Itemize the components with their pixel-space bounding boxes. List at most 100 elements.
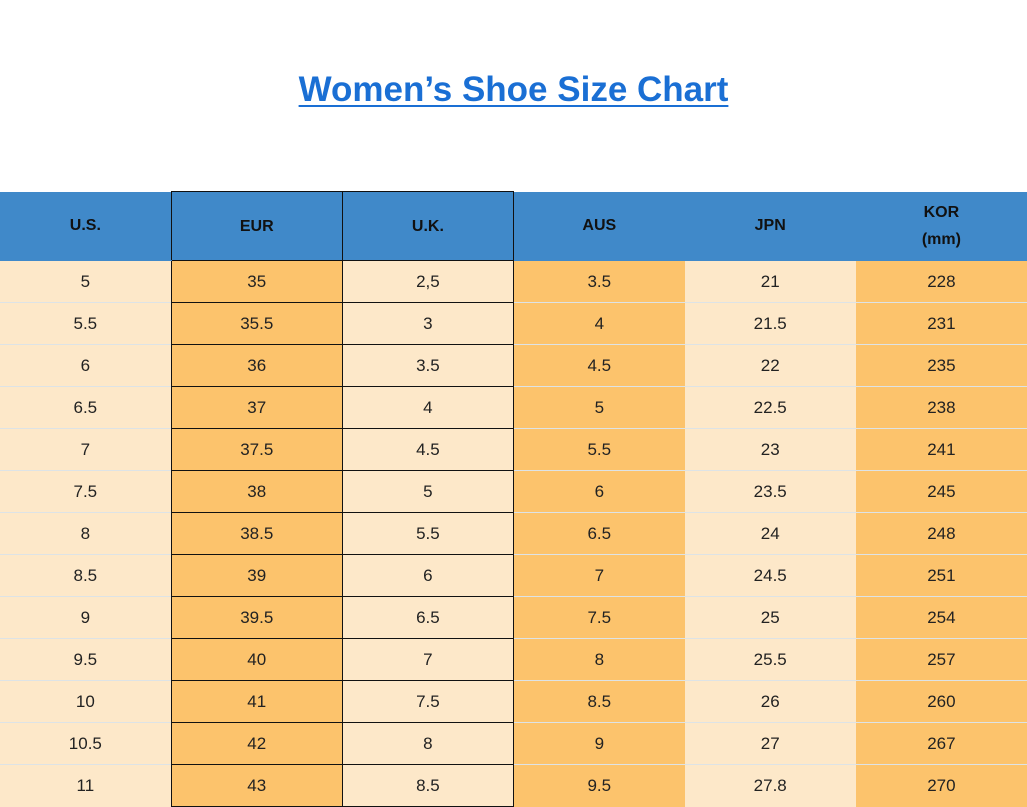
- column-header: JPN: [684, 191, 856, 261]
- table-cell: 27.8: [684, 764, 856, 807]
- table-cell: 254: [855, 596, 1027, 639]
- page-title: Women’s Shoe Size Chart: [298, 70, 729, 109]
- table-cell: 39: [170, 554, 343, 597]
- table-row: 11 43 8.5 9.5 27.8 270: [0, 764, 1027, 807]
- table-cell: 7.5: [341, 680, 514, 723]
- table-row: 9.5 40 7 8 25.5 257: [0, 638, 1027, 681]
- table-cell: 3.5: [513, 260, 685, 303]
- table-cell: 9: [513, 722, 685, 765]
- table-cell: 6: [513, 470, 685, 513]
- table-cell: 9.5: [513, 764, 685, 807]
- column-header: AUS: [513, 191, 685, 261]
- table-cell: 24.5: [684, 554, 856, 597]
- table-row: 7.5 38 5 6 23.5 245: [0, 470, 1027, 513]
- table-cell: 5: [341, 470, 514, 513]
- header-row: U.S. EUR U.K. AUS JPN KOR (mm): [0, 191, 1027, 261]
- table-cell: 38.5: [170, 512, 343, 555]
- table-cell: 5.5: [341, 512, 514, 555]
- table-cell: 7.5: [0, 470, 172, 513]
- table-cell: 7: [341, 638, 514, 681]
- table-row: 6 36 3.5 4.5 22 235: [0, 344, 1027, 387]
- table-cell: 37: [170, 386, 343, 429]
- table-cell: 231: [855, 302, 1027, 345]
- table-cell: 257: [855, 638, 1027, 681]
- table-cell: 39.5: [170, 596, 343, 639]
- table-cell: 228: [855, 260, 1027, 303]
- table-cell: 8: [341, 722, 514, 765]
- table-row: 7 37.5 4.5 5.5 23 241: [0, 428, 1027, 471]
- table-cell: 260: [855, 680, 1027, 723]
- table-cell: 25: [684, 596, 856, 639]
- table-cell: 37.5: [170, 428, 343, 471]
- table-cell: 7: [513, 554, 685, 597]
- table-cell: 4.5: [341, 428, 514, 471]
- table-row: 10.5 42 8 9 27 267: [0, 722, 1027, 765]
- table-cell: 8: [0, 512, 172, 555]
- table-cell: 4.5: [513, 344, 685, 387]
- table-cell: 40: [170, 638, 343, 681]
- table-cell: 8.5: [0, 554, 172, 597]
- table-cell: 8.5: [341, 764, 514, 807]
- table-cell: 26: [684, 680, 856, 723]
- table-cell: 241: [855, 428, 1027, 471]
- table-cell: 270: [855, 764, 1027, 807]
- table-row: 8.5 39 6 7 24.5 251: [0, 554, 1027, 597]
- table-cell: 7.5: [513, 596, 685, 639]
- table-cell: 21: [684, 260, 856, 303]
- table-cell: 41: [170, 680, 343, 723]
- column-header: KOR (mm): [855, 191, 1027, 261]
- table-cell: 35: [170, 260, 343, 303]
- table-cell: 23: [684, 428, 856, 471]
- table-cell: 5.5: [0, 302, 172, 345]
- column-header: U.S.: [0, 191, 172, 261]
- table-cell: 6: [341, 554, 514, 597]
- table-cell: 3: [341, 302, 514, 345]
- table-cell: 238: [855, 386, 1027, 429]
- table-cell: 245: [855, 470, 1027, 513]
- table-cell: 11: [0, 764, 172, 807]
- table-cell: 6.5: [341, 596, 514, 639]
- table-cell: 9.5: [0, 638, 172, 681]
- table-row: 8 38.5 5.5 6.5 24 248: [0, 512, 1027, 555]
- table-cell: 4: [341, 386, 514, 429]
- table-cell: 42: [170, 722, 343, 765]
- table-cell: 3.5: [341, 344, 514, 387]
- table-cell: 38: [170, 470, 343, 513]
- table-cell: 4: [513, 302, 685, 345]
- table-cell: 6.5: [0, 386, 172, 429]
- table-cell: 35.5: [170, 302, 343, 345]
- table-cell: 5.5: [513, 428, 685, 471]
- table-cell: 267: [855, 722, 1027, 765]
- column-header: U.K.: [341, 191, 514, 261]
- column-header: EUR: [170, 191, 343, 261]
- table-cell: 27: [684, 722, 856, 765]
- table-cell: 10.5: [0, 722, 172, 765]
- table-cell: 24: [684, 512, 856, 555]
- table-cell: 21.5: [684, 302, 856, 345]
- table-cell: 2,5: [341, 260, 514, 303]
- table-row: 5.5 35.5 3 4 21.5 231: [0, 302, 1027, 345]
- table-cell: 248: [855, 512, 1027, 555]
- table-cell: 10: [0, 680, 172, 723]
- table-row: 10 41 7.5 8.5 26 260: [0, 680, 1027, 723]
- table-cell: 9: [0, 596, 172, 639]
- table-cell: 7: [0, 428, 172, 471]
- table-row: 6.5 37 4 5 22.5 238: [0, 386, 1027, 429]
- table-cell: 251: [855, 554, 1027, 597]
- table-cell: 22: [684, 344, 856, 387]
- table-cell: 25.5: [684, 638, 856, 681]
- table-row: 9 39.5 6.5 7.5 25 254: [0, 596, 1027, 639]
- table-cell: 43: [170, 764, 343, 807]
- table-cell: 6: [0, 344, 172, 387]
- table-cell: 8.5: [513, 680, 685, 723]
- size-chart-table: U.S. EUR U.K. AUS JPN KOR (mm) 5 35 2,5 3.5 21 228…: [0, 191, 1027, 807]
- table-cell: 6.5: [513, 512, 685, 555]
- table-cell: 36: [170, 344, 343, 387]
- table-row: 5 35 2,5 3.5 21 228: [0, 260, 1027, 303]
- table-cell: 5: [0, 260, 172, 303]
- table-cell: 5: [513, 386, 685, 429]
- table-cell: 235: [855, 344, 1027, 387]
- table-cell: 23.5: [684, 470, 856, 513]
- table-cell: 8: [513, 638, 685, 681]
- table-cell: 22.5: [684, 386, 856, 429]
